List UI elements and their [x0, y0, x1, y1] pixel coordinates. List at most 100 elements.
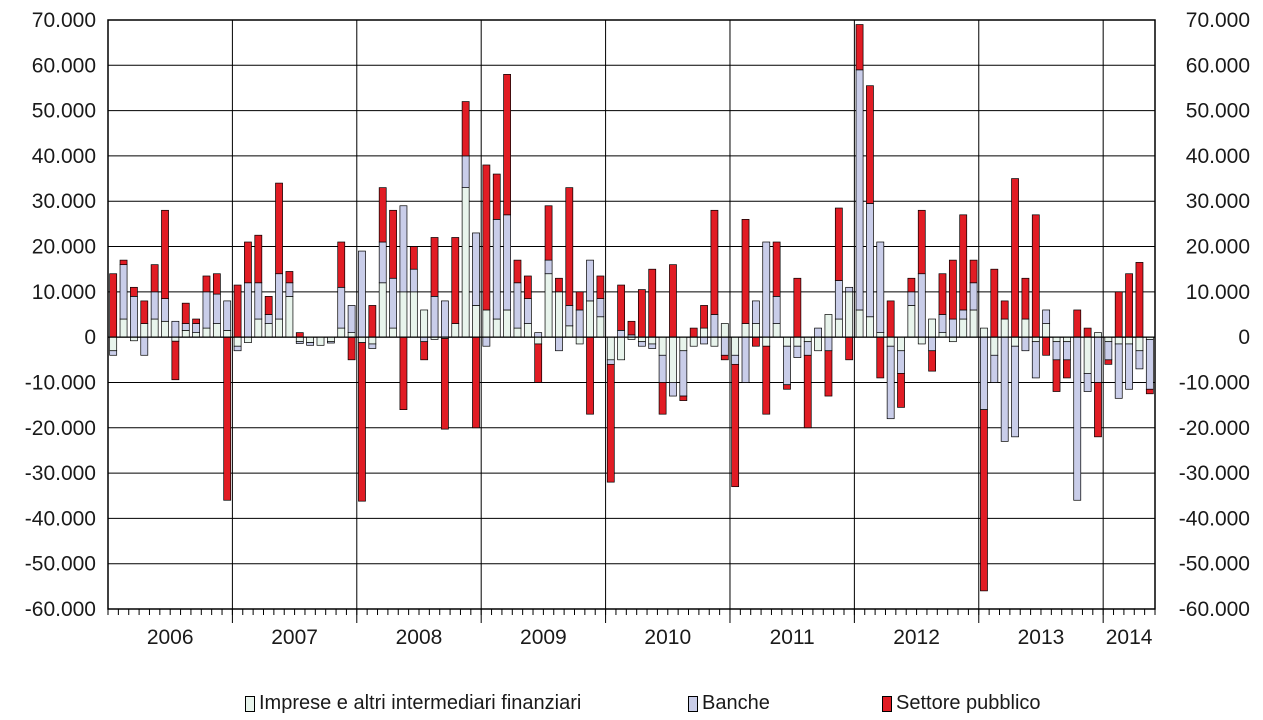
- bar-segment: [565, 187, 574, 306]
- bar-segment: [938, 314, 947, 333]
- bar-segment: [948, 336, 957, 343]
- bar-segment: [752, 336, 760, 347]
- bar-segment: [202, 291, 211, 329]
- bar-segment: [358, 336, 366, 343]
- bar-segment: [409, 291, 418, 338]
- bar-segment: [233, 345, 242, 352]
- year-label: 2014: [1106, 626, 1153, 649]
- bar-segment: [990, 336, 999, 356]
- bar-segment: [389, 277, 397, 329]
- bar-segment: [347, 332, 356, 338]
- bar-segment: [855, 309, 864, 338]
- bar-segment: [1125, 343, 1133, 390]
- bar-segment: [399, 205, 408, 293]
- year-label: 2006: [147, 626, 194, 649]
- bar-segment: [1021, 277, 1030, 320]
- bar-segment: [679, 395, 688, 401]
- bar-segment: [492, 219, 501, 320]
- bar-segment: [980, 336, 988, 410]
- bar-segment: [1083, 373, 1092, 392]
- bar-segment: [140, 336, 149, 356]
- legend-item-settore-pubblico: Settore pubblico: [882, 692, 1041, 715]
- bar-segment: [482, 309, 491, 338]
- bar-segment: [1063, 336, 1071, 343]
- bar-segment: [637, 341, 646, 347]
- y-tick-label-right: 0: [1238, 326, 1250, 349]
- bar-segment: [980, 409, 988, 592]
- bar-segment: [575, 336, 584, 345]
- bar-segment: [233, 336, 242, 347]
- y-tick-label-left: -40.000: [25, 507, 96, 530]
- bar-segment: [482, 164, 491, 311]
- bar-segment: [337, 286, 346, 329]
- bar-segment: [441, 338, 449, 430]
- y-tick-label-left: 50.000: [32, 100, 96, 123]
- y-tick-label-left: -10.000: [25, 371, 96, 394]
- bar-segment: [181, 323, 190, 331]
- bar-segment: [897, 336, 905, 352]
- year-label: 2013: [1018, 626, 1065, 649]
- bar-segment: [689, 327, 698, 338]
- bar-segment: [1021, 336, 1030, 352]
- bar-segment: [948, 259, 957, 320]
- bar-segment: [534, 336, 543, 345]
- bar-segment: [254, 234, 263, 284]
- bar-segment: [181, 330, 190, 338]
- bar-segment: [451, 237, 460, 324]
- legend-swatch-imprese: [245, 695, 255, 712]
- bar-segment: [513, 282, 522, 329]
- bar-segment: [1114, 336, 1123, 345]
- bar-segment: [596, 275, 605, 299]
- bar-segment: [244, 336, 252, 343]
- bar-segment: [938, 273, 947, 315]
- y-tick-label-left: 10.000: [32, 281, 96, 304]
- bar-segment: [824, 336, 833, 352]
- bar-segment: [917, 209, 926, 275]
- bar-segment: [212, 293, 221, 324]
- bar-segment: [254, 318, 263, 338]
- bar-segment: [472, 305, 480, 338]
- bar-segment: [327, 336, 335, 343]
- bar-segment: [845, 291, 854, 338]
- bar-segment: [1094, 332, 1102, 338]
- bar-segment: [161, 320, 169, 338]
- axes: 70.000 70.000 60.000 60.000 50.000 50.000 40.0…: [25, 9, 1250, 649]
- legend-swatch-settore-pubblico: [882, 695, 892, 712]
- bar-segment: [1135, 350, 1144, 370]
- bar-segment: [990, 268, 999, 338]
- bar-segment: [752, 323, 760, 338]
- bar-segment: [1031, 341, 1040, 379]
- bar-segment: [855, 69, 864, 311]
- bar-segment: [327, 341, 335, 344]
- bar-segment: [575, 291, 584, 311]
- bar-segment: [347, 336, 356, 361]
- y-tick-label-left: -60.000: [25, 598, 96, 621]
- bar-segment: [109, 273, 118, 338]
- bar-segment: [772, 323, 781, 338]
- bar-segment: [420, 309, 429, 338]
- y-tick-label-right: -30.000: [1179, 462, 1250, 485]
- bar-segment: [814, 336, 822, 352]
- bar-segment: [441, 300, 449, 338]
- bar-segment: [109, 336, 118, 352]
- bar-segment: [192, 323, 200, 333]
- bar-segment: [1052, 336, 1061, 343]
- bar-segment: [171, 340, 180, 381]
- bar-segment: [772, 241, 781, 297]
- bar-segment: [658, 336, 667, 356]
- y-tick-label-right: 70.000: [1186, 9, 1250, 32]
- bar-segment: [202, 327, 211, 338]
- y-tick-label-left: 30.000: [32, 190, 96, 213]
- bar-segment: [420, 341, 429, 361]
- bar-segment: [264, 314, 273, 324]
- bar-segment: [648, 336, 657, 345]
- bar-segment: [575, 309, 584, 338]
- bar-segment: [119, 318, 128, 338]
- bar-segment: [1073, 336, 1082, 501]
- bar-segment: [679, 350, 688, 397]
- bar-segment: [544, 259, 553, 275]
- bar-segment: [244, 282, 252, 338]
- bar-segment: [928, 336, 936, 352]
- y-tick-label-right: 40.000: [1186, 145, 1250, 168]
- bar-segment: [866, 316, 874, 338]
